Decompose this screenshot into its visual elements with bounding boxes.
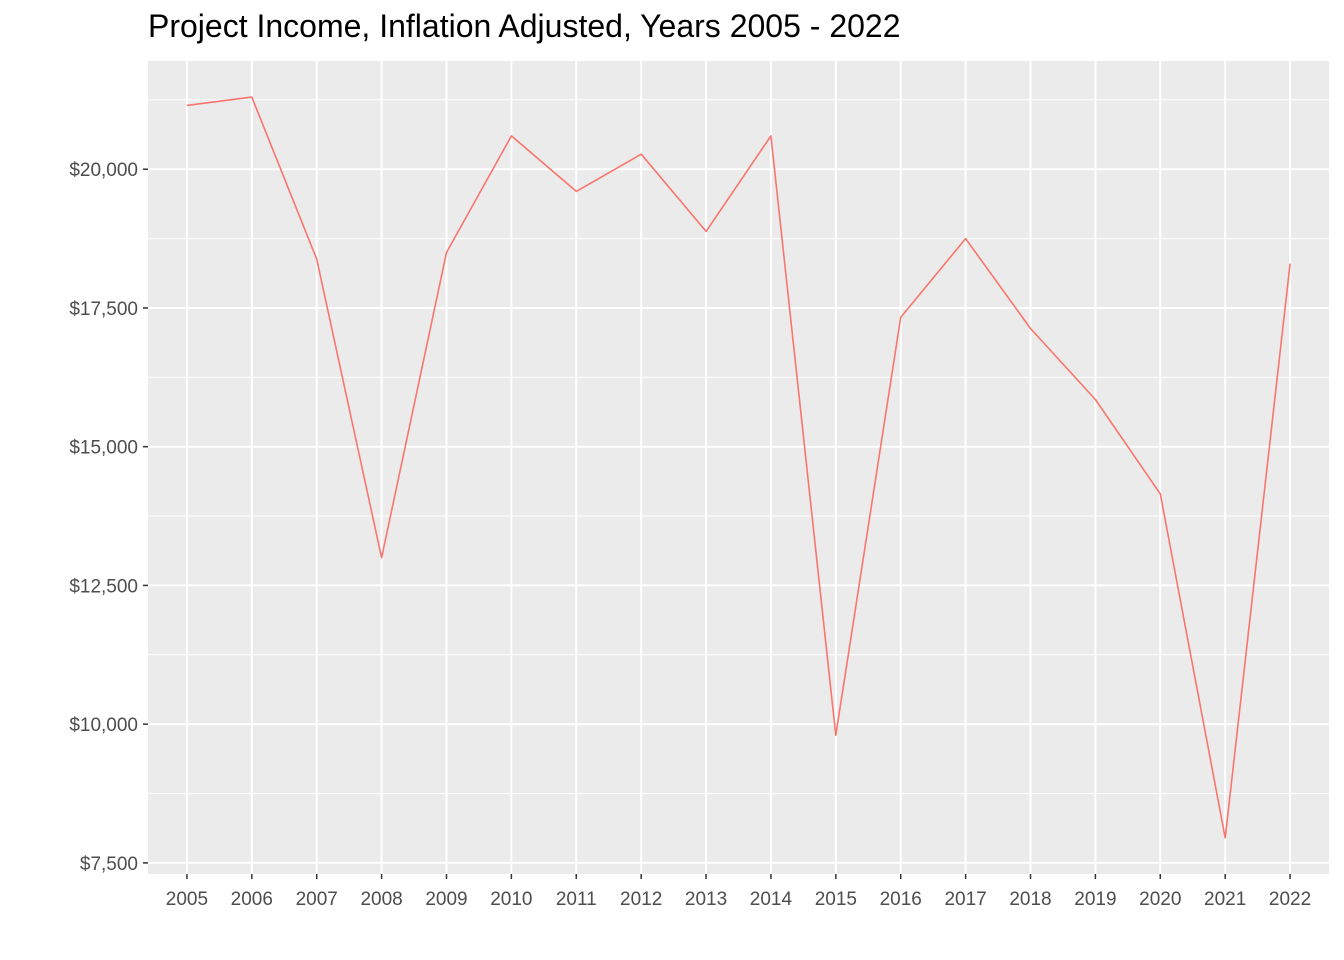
x-tick-label: 2017 — [944, 889, 986, 910]
x-tick-label: 2020 — [1139, 889, 1181, 910]
x-tick-label: 2011 — [556, 889, 597, 910]
x-tick-label: 2021 — [1204, 889, 1246, 910]
y-tick-label: $12,500 — [69, 576, 138, 597]
y-axis: $7,500 $10,000 $12,500 $15,000 $17,500 $20,00… — [69, 160, 148, 875]
y-tick-label: $10,000 — [69, 715, 138, 736]
minor-gridlines — [148, 99, 1329, 795]
major-gridlines — [148, 61, 1329, 874]
x-tick-label: 2012 — [620, 889, 662, 910]
x-tick-label: 2019 — [1074, 889, 1116, 910]
x-tick-label: 2007 — [296, 889, 338, 910]
series-layer — [186, 96, 1291, 839]
y-tick-label: $7,500 — [80, 854, 138, 875]
series-line-0 — [186, 96, 1291, 839]
x-axis: 2005 2006 2007 2008 2009 2010 2011 2012 2013 2014… — [166, 874, 1311, 910]
x-tick-label: 2014 — [750, 889, 793, 910]
x-tick-label: 2022 — [1269, 889, 1311, 910]
y-tick-label: $20,000 — [69, 160, 138, 181]
x-tick-label: 2010 — [490, 889, 532, 910]
x-tick-label: 2005 — [166, 889, 208, 910]
plot-panel — [148, 61, 1329, 874]
x-tick-label: 2008 — [360, 889, 402, 910]
y-tick-label: $17,500 — [69, 299, 138, 320]
x-tick-label: 2016 — [880, 889, 922, 910]
x-tick-label: 2013 — [685, 889, 727, 910]
x-tick-label: 2015 — [815, 889, 857, 910]
chart-title: Project Income, Inflation Adjusted, Year… — [148, 8, 901, 44]
x-tick-label: 2018 — [1009, 889, 1051, 910]
x-tick-label: 2009 — [425, 889, 467, 910]
x-tick-label: 2006 — [231, 889, 273, 910]
y-tick-label: $15,000 — [69, 438, 138, 459]
